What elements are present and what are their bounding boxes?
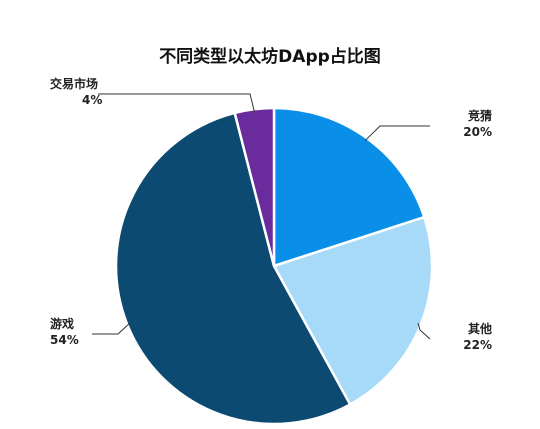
slice-label-2: 其他 [468,321,492,336]
leader-line-2 [417,322,431,340]
label-leader-lines [92,93,431,340]
leader-line-1 [364,125,430,142]
pie-slice-3 [114,111,352,426]
leader-line-3 [92,322,131,335]
slice-label-4: 交易市场 [50,76,98,91]
slice-value-label-3: 54% [50,333,79,347]
pie-slices [114,106,434,426]
slice-value-label-2: 22% [463,338,492,352]
slice-label-3: 游戏 [50,316,74,331]
slice-label-1: 竞猜 [468,108,492,123]
slice-labels: 竞猜 20% 其他 22% 游戏 54% 交易市场 4% [50,76,492,352]
pie-slice-2 [272,215,434,407]
leader-line-4 [98,93,256,113]
chart-title: 不同类型以太坊DApp占比图 [159,46,381,67]
slice-value-label-4: 4% [82,93,102,107]
slice-value-label-1: 20% [463,125,492,139]
